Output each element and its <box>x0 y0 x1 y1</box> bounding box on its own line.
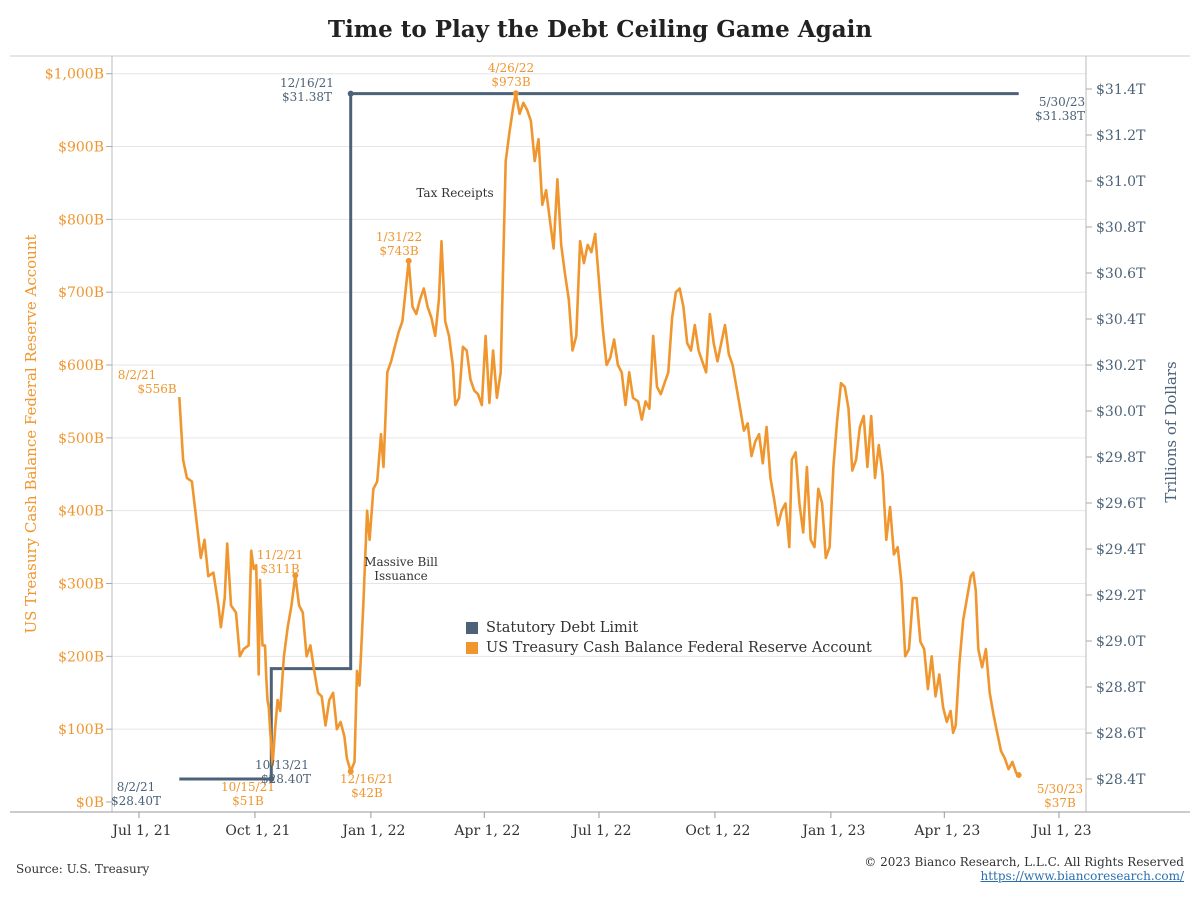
grid-lines <box>112 73 1086 730</box>
left-tick-label: $300B <box>58 577 104 593</box>
ann-cash-value: $973B <box>491 75 531 89</box>
left-tick-label: $400B <box>58 504 104 520</box>
x-tick-label: Oct 1, 22 <box>685 823 750 839</box>
left-tick-label: $600B <box>58 358 104 374</box>
left-tick-label: $500B <box>58 431 104 447</box>
copyright-text: © 2023 Bianco Research, L.L.C. All Right… <box>864 855 1184 869</box>
ann-debt-value: $28.40T <box>261 772 311 786</box>
ann-cash-label: 1/31/22 <box>376 230 422 244</box>
right-tick-label: $29.0T <box>1096 634 1146 650</box>
x-tick-label: Jan 1, 23 <box>800 823 865 839</box>
legend-item-cash-balance: US Treasury Cash Balance Federal Reserve… <box>466 638 872 658</box>
series-line-cash-balance <box>178 92 1020 777</box>
series-group <box>178 90 1022 782</box>
ann-cash-value: $311B <box>260 562 300 576</box>
right-tick-label: $29.6T <box>1096 496 1146 512</box>
x-tick-label: Jul 1, 21 <box>110 823 171 839</box>
ann-debt-label: 5/30/23 <box>1039 95 1085 109</box>
left-tick-label: $100B <box>58 722 104 738</box>
legend-swatch-debt-limit <box>466 622 478 634</box>
left-tick-label: $1,000B <box>45 67 104 83</box>
ann-debt-value: $31.38T <box>1035 109 1085 123</box>
ann-cash-value: $51B <box>232 794 264 808</box>
right-axis-title: Trillions of Dollars <box>1162 361 1180 502</box>
left-tick-label: $0B <box>76 795 104 811</box>
right-tick-label: $28.4T <box>1096 772 1146 788</box>
ann-cash-label: 12/16/21 <box>340 772 394 786</box>
ann-cash-value: $37B <box>1044 796 1076 810</box>
website-link[interactable]: https://www.biancoresearch.com/ <box>980 869 1184 883</box>
ann-debt-label: 12/16/21 <box>280 76 334 90</box>
ann-cash-value: $556B <box>137 382 177 396</box>
ann-cash-value: $743B <box>379 244 419 258</box>
source-note: Source: U.S. Treasury <box>16 862 150 876</box>
right-tick-label: $28.6T <box>1096 726 1146 742</box>
cash-marker <box>405 257 412 264</box>
note-massive-bill-line1: Massive Bill <box>364 555 438 569</box>
x-axis-ticks: Jul 1, 21 Oct 1, 21 Jan 1, 22 Apr 1, 22 Jul … <box>110 812 1092 839</box>
ann-cash-label: 5/30/23 <box>1037 782 1083 796</box>
note-tax-receipts: Tax Receipts <box>416 186 493 200</box>
cash-marker <box>512 90 519 97</box>
right-tick-label: $29.8T <box>1096 450 1146 466</box>
ann-cash-label: 10/15/21 <box>221 780 275 794</box>
right-tick-label: $30.8T <box>1096 220 1146 236</box>
x-tick-label: Oct 1, 21 <box>225 823 290 839</box>
left-tick-label: $200B <box>58 649 104 665</box>
right-tick-label: $30.6T <box>1096 266 1146 282</box>
x-tick-label: Apr 1, 22 <box>453 823 520 839</box>
left-tick-label: $700B <box>58 285 104 301</box>
legend: Statutory Debt Limit US Treasury Cash Ba… <box>466 618 872 658</box>
x-tick-label: Jul 1, 22 <box>570 823 631 839</box>
x-tick-label: Jan 1, 22 <box>340 823 405 839</box>
ann-debt-value: $31.38T <box>282 90 332 104</box>
left-tick-label: $800B <box>58 212 104 228</box>
x-tick-label: Jul 1, 23 <box>1030 823 1091 839</box>
right-axis-ticks: $28.4T $28.6T $28.8T $29.0T $29.2T $29.4T $29.… <box>1086 82 1146 788</box>
right-tick-label: $31.4T <box>1096 82 1146 98</box>
debt-marker <box>268 776 275 782</box>
right-tick-label: $30.0T <box>1096 404 1146 420</box>
ann-cash-label: 8/2/21 <box>118 368 157 382</box>
annotations: Tax Receipts Massive Bill Issuance 8/2/2… <box>111 61 1085 810</box>
right-tick-label: $31.0T <box>1096 174 1146 190</box>
copyright-block: © 2023 Bianco Research, L.L.C. All Right… <box>864 855 1184 883</box>
legend-label-cash-balance: US Treasury Cash Balance Federal Reserve… <box>486 640 872 656</box>
legend-label-debt-limit: Statutory Debt Limit <box>486 620 639 636</box>
note-massive-bill-line2: Issuance <box>374 569 428 583</box>
ann-cash-label: 11/2/21 <box>257 548 303 562</box>
x-tick-label: Apr 1, 23 <box>913 823 980 839</box>
chart-title: Time to Play the Debt Ceiling Game Again <box>327 16 873 43</box>
left-tick-label: $900B <box>58 140 104 156</box>
cash-marker <box>1015 772 1022 779</box>
ann-debt-value: $28.40T <box>111 794 161 808</box>
right-tick-label: $29.4T <box>1096 542 1146 558</box>
right-tick-label: $30.2T <box>1096 358 1146 374</box>
legend-item-debt-limit: Statutory Debt Limit <box>466 618 872 638</box>
cash-marker <box>292 572 299 579</box>
ann-cash-value: $42B <box>351 786 383 800</box>
left-axis-ticks: $0B $100B $200B $300B $400B $500B $600B $700B $8… <box>45 67 112 811</box>
ann-debt-label: 8/2/21 <box>117 780 156 794</box>
right-tick-label: $28.8T <box>1096 680 1146 696</box>
ann-debt-label: 10/13/21 <box>255 758 309 772</box>
right-tick-label: $30.4T <box>1096 312 1146 328</box>
debt-marker <box>347 90 354 97</box>
legend-swatch-cash-balance <box>466 642 478 654</box>
cash-marker <box>347 768 354 775</box>
right-tick-label: $29.2T <box>1096 588 1146 604</box>
ann-cash-label: 4/26/22 <box>488 61 534 75</box>
right-tick-label: $31.2T <box>1096 128 1146 144</box>
left-axis-title: US Treasury Cash Balance Federal Reserve… <box>22 234 40 633</box>
series-line-debt-limit <box>179 92 1019 781</box>
